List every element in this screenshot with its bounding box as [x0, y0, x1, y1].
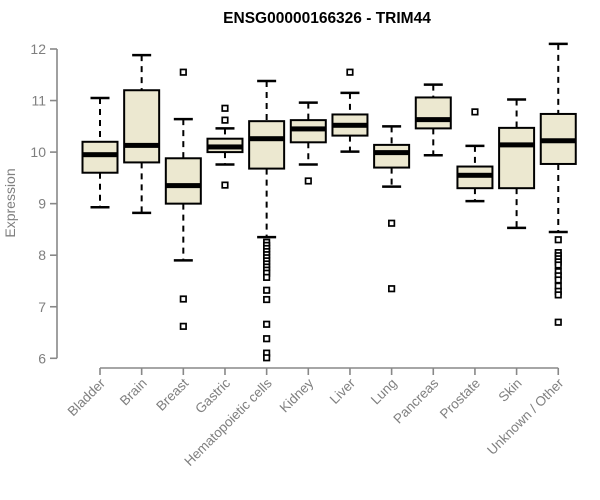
median-line — [207, 144, 243, 150]
median-line — [457, 172, 493, 178]
box — [164, 157, 202, 205]
outlier-point — [263, 295, 271, 304]
outlier-point — [263, 335, 271, 343]
outlier-point — [263, 273, 271, 281]
outlier-point — [221, 104, 229, 112]
y-tick-label: 6 — [38, 350, 46, 366]
median-line — [374, 150, 410, 156]
outlier-point — [346, 68, 354, 76]
outlier-point — [471, 108, 479, 116]
median-line — [165, 183, 201, 189]
x-category-label: Pancreas — [390, 375, 441, 426]
x-category-label: Lung — [368, 376, 400, 408]
box — [498, 126, 536, 190]
box — [373, 143, 411, 169]
outlier-point — [263, 354, 271, 362]
y-tick-label: 10 — [30, 144, 46, 160]
x-category-label: Gastric — [192, 375, 233, 416]
box — [248, 120, 286, 170]
x-category-label: Breast — [153, 375, 191, 413]
box — [81, 140, 119, 174]
x-category-label: Liver — [327, 375, 359, 407]
median-line — [499, 142, 535, 148]
outlier-point — [179, 295, 187, 303]
median-line — [540, 138, 576, 144]
median-line — [82, 152, 118, 158]
chart-title: ENSG00000166326 - TRIM44 — [223, 10, 431, 27]
median-line — [332, 122, 368, 128]
y-axis-title: Expression — [2, 168, 18, 237]
x-category-label: Skin — [496, 376, 525, 405]
outlier-point — [179, 322, 187, 330]
outlier-point — [263, 320, 271, 328]
x-category-label: Bladder — [65, 375, 109, 419]
median-line — [290, 126, 326, 132]
x-category-label: Kidney — [277, 375, 317, 415]
outlier-point — [388, 285, 396, 293]
median-line — [415, 117, 451, 123]
x-category-label: Prostate — [437, 376, 483, 422]
box — [123, 89, 161, 164]
outlier-point — [179, 68, 187, 76]
outlier-point — [554, 291, 562, 299]
y-tick-label: 7 — [38, 299, 46, 315]
y-tick-label: 8 — [38, 247, 46, 263]
outlier-point — [263, 286, 271, 294]
y-tick-label: 9 — [38, 196, 46, 212]
median-line — [249, 136, 285, 142]
x-category-label: Brain — [117, 376, 150, 409]
outlier-point — [554, 261, 562, 269]
outlier-point — [221, 116, 229, 124]
outlier-point — [554, 236, 562, 244]
outlier-point — [304, 177, 312, 185]
outlier-point — [554, 318, 562, 326]
median-line — [124, 142, 160, 148]
box — [414, 96, 452, 130]
outlier-point — [554, 276, 562, 284]
y-tick-label: 12 — [30, 41, 46, 57]
outlier-point — [221, 181, 229, 189]
x-category-label: Unknown / Other — [484, 375, 567, 458]
y-tick-label: 11 — [31, 93, 46, 109]
outlier-point — [388, 219, 396, 227]
